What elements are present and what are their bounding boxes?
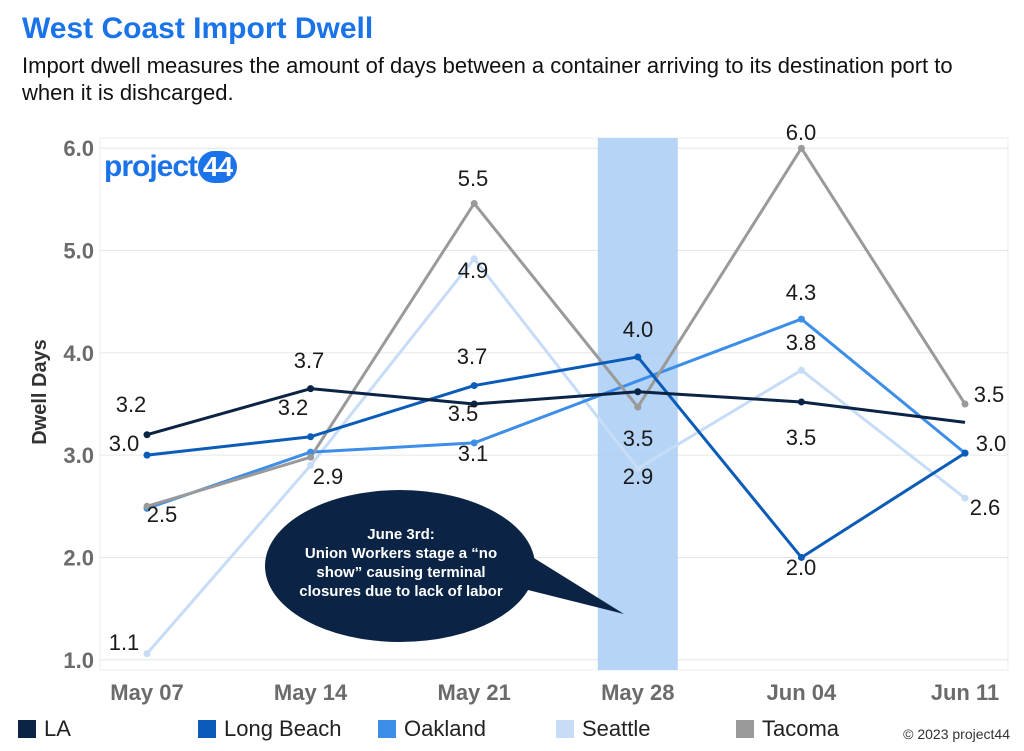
data-point [470,439,478,447]
data-label: 3.0 [109,431,140,456]
data-label: 1.1 [109,630,140,655]
data-label: 4.3 [786,280,817,305]
data-point [797,366,805,374]
data-label: 3.5 [448,401,479,426]
data-point [797,144,805,152]
data-label: 5.5 [458,166,489,191]
legend-label: Seattle [582,716,651,741]
legend-swatch [378,720,396,738]
data-point [634,353,642,361]
data-label: 3.5 [786,425,817,450]
callout-line: June 3rd: [367,526,435,543]
data-label: 3.5 [974,382,1005,407]
legend-item-long-beach: Long Beach [198,716,341,742]
y-tick-label: 5.0 [63,239,94,264]
data-point [143,650,151,658]
data-label: 2.5 [147,502,178,527]
data-point [307,461,315,469]
chart-legend: LA Long Beach Oakland Seattle Tacoma [18,716,1018,746]
legend-item-tacoma: Tacoma [736,716,839,742]
callout-line: Union Workers stage a “no [304,545,498,562]
page-title: West Coast Import Dwell [22,12,374,45]
legend-swatch [556,720,574,738]
data-label: 3.1 [458,441,489,466]
data-label: 2.0 [786,555,817,580]
legend-swatch [18,720,36,738]
data-label: 3.5 [623,426,654,451]
copyright-text: © 2023 project44 [903,726,1010,742]
y-tick-label: 4.0 [63,341,94,366]
data-point [961,449,969,457]
data-label: 3.0 [976,431,1007,456]
data-label: 3.7 [294,348,325,373]
data-label: 4.0 [623,317,654,342]
data-point [143,431,151,439]
legend-item-la: LA [18,716,71,742]
data-label: 2.9 [313,464,344,489]
y-axis-label: Dwell Days [29,339,51,445]
data-point [961,400,969,408]
callout-bubble [265,490,535,642]
x-tick-label: Jun 04 [767,680,837,705]
legend-item-seattle: Seattle [556,716,651,742]
legend-label: Tacoma [762,716,840,741]
y-tick-label: 1.0 [63,648,94,673]
data-point [470,255,478,263]
y-tick-label: 3.0 [63,443,94,468]
data-point [797,553,805,561]
data-point [797,398,805,406]
legend-label: LA [44,716,71,741]
legend-label: Oakland [404,716,486,741]
y-tick-label: 2.0 [63,545,94,570]
page-subtitle: Import dwell measures the amount of days… [22,53,953,105]
callout-line: closures due to lack of labor [299,583,503,600]
data-label: 3.2 [278,395,309,420]
project44-logo: project 44 [104,150,238,184]
x-tick-label: May 07 [110,680,183,705]
series-line-long-beach [146,355,966,559]
data-point [470,199,478,207]
data-label: 6.0 [786,120,817,145]
data-point [961,494,969,502]
x-tick-label: May 28 [601,680,674,705]
series-line-seattle [145,257,966,655]
logo-text: project [104,150,198,183]
callout-text: June 3rd: Union Workers stage a “no show… [270,525,532,601]
callout-pointer [505,540,624,614]
x-tick-label: May 21 [438,680,511,705]
series-line-la [146,387,966,437]
legend-swatch [198,720,216,738]
y-tick-label: 6.0 [63,136,94,161]
data-label: 3.7 [457,344,488,369]
logo-number: 44 [198,151,238,183]
callout-line: show” causing terminal [316,564,486,581]
data-point [470,382,478,390]
plot-area-border [99,137,1009,671]
legend-label: Long Beach [224,716,342,741]
data-label: 4.9 [458,258,489,283]
data-point [634,464,642,472]
data-point [470,400,478,408]
data-point [634,403,642,411]
legend-item-oakland: Oakland [378,716,486,742]
series-line-tacoma [146,146,967,508]
data-label: 2.6 [970,495,1001,520]
legend-swatch [736,720,754,738]
data-label: 3.2 [116,392,147,417]
x-tick-label: Jun 11 [931,680,999,705]
data-point [797,315,805,323]
data-point [143,451,151,459]
data-point [143,502,151,510]
data-label: 2.9 [623,464,654,489]
data-point [307,448,315,456]
data-point [307,385,315,393]
data-point [307,433,315,441]
data-label: 3.8 [786,330,817,355]
series-line-oakland [146,317,966,510]
data-point [307,453,315,461]
data-point [634,388,642,396]
x-tick-label: May 14 [274,680,348,705]
